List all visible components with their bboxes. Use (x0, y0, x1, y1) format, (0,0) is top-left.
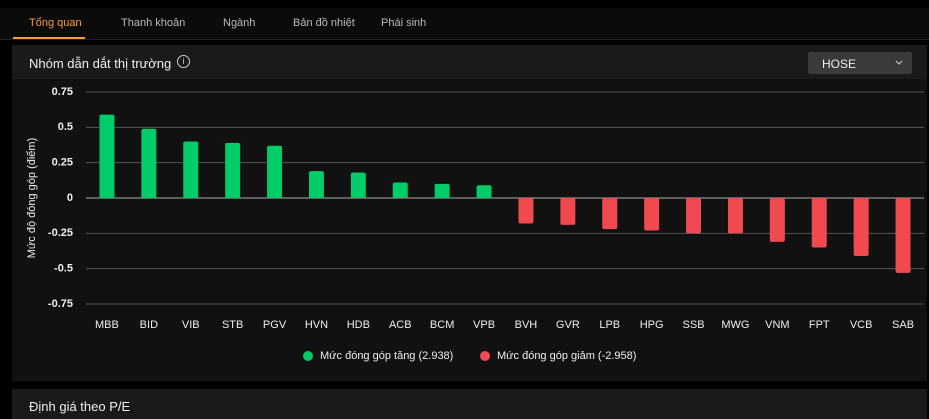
y-tick-label: 0.25 (52, 157, 73, 169)
bar (476, 185, 492, 198)
tab-bar: Tổng quan Thanh khoản Ngành Bản đồ nhiệt… (0, 8, 929, 40)
bar (392, 182, 408, 198)
x-tick-label: LPB (599, 319, 620, 331)
bar (183, 141, 199, 198)
next-panel-header: Định giá theo P/E (12, 389, 927, 419)
y-axis-label: Mức độ đóng góp (điểm) (26, 138, 38, 258)
chart: Mức độ đóng góp (điểm) 0.75 0.5 0.25 0 -0.25… (26, 86, 924, 362)
exchange-dropdown[interactable]: HOSE (808, 52, 912, 74)
x-tick-label: SSB (683, 319, 705, 331)
bar (769, 198, 785, 242)
x-tick-label: HVN (305, 319, 328, 331)
x-tick-label: MBB (95, 319, 119, 331)
legend-swatch (303, 351, 313, 361)
y-tick-label: 0 (67, 192, 73, 204)
tab[interactable]: Tổng quan (29, 17, 82, 29)
bar (225, 142, 241, 198)
bar (267, 145, 283, 198)
x-tick-label: MWG (721, 319, 749, 331)
tab[interactable]: Phái sinh (381, 17, 427, 29)
x-tick-label: ACB (389, 319, 412, 331)
legend-label: Mức đóng góp giảm (-2.958) (497, 350, 636, 362)
bar (434, 183, 450, 198)
y-tick-label: 0.5 (58, 121, 73, 133)
info-icon[interactable]: i (177, 55, 190, 68)
x-tick-label: VNM (765, 319, 789, 331)
x-tick-label: VPB (473, 319, 495, 331)
tab[interactable]: Bản đồ nhiệt (293, 17, 355, 29)
dropdown-value: HOSE (822, 57, 857, 71)
active-indicator (13, 37, 85, 39)
tab[interactable]: Thanh khoản (121, 17, 186, 29)
bar (644, 198, 660, 231)
y-tick-label: -0.5 (54, 263, 73, 275)
panel-header: Nhóm dẫn dắt thị trường i HOSE (12, 45, 927, 79)
x-tick-label: BCM (430, 319, 454, 331)
bar (518, 198, 534, 224)
page: Tổng quan Thanh khoản Ngành Bản đồ nhiệt… (0, 8, 929, 419)
bar (727, 198, 743, 234)
bar (686, 198, 702, 234)
bar (308, 171, 324, 198)
y-tick-label: 0.75 (52, 86, 73, 98)
panel-title: Nhóm dẫn dắt thị trường (29, 56, 172, 71)
bar (141, 128, 157, 198)
x-tick-label: SAB (892, 319, 914, 331)
tab[interactable]: Ngành (223, 17, 256, 29)
bar (350, 172, 366, 198)
x-tick-label: VIB (182, 319, 200, 331)
x-tick-label: BVH (515, 319, 538, 331)
panel: Nhóm dẫn dắt thị trường i HOSE (12, 45, 927, 381)
bar (602, 198, 618, 230)
x-tick-label: HPG (640, 319, 664, 331)
bar (99, 114, 115, 198)
x-tick-label: BID (140, 319, 158, 331)
x-tick-label: VCB (850, 319, 873, 331)
y-tick-label: -0.25 (48, 227, 73, 239)
bar (560, 198, 576, 225)
legend-swatch (480, 351, 490, 361)
bar (895, 198, 911, 273)
x-tick-label: STB (222, 319, 243, 331)
legend-label: Mức đóng góp tăng (2.938) (320, 350, 453, 362)
x-tick-label: FPT (809, 319, 830, 331)
bar (853, 198, 869, 256)
x-tick-label: GVR (556, 319, 580, 331)
x-tick-label: HDB (347, 319, 370, 331)
x-tick-label: PGV (263, 319, 287, 331)
y-tick-label: -0.75 (48, 298, 73, 310)
bar (811, 198, 827, 248)
chevron (895, 60, 903, 65)
